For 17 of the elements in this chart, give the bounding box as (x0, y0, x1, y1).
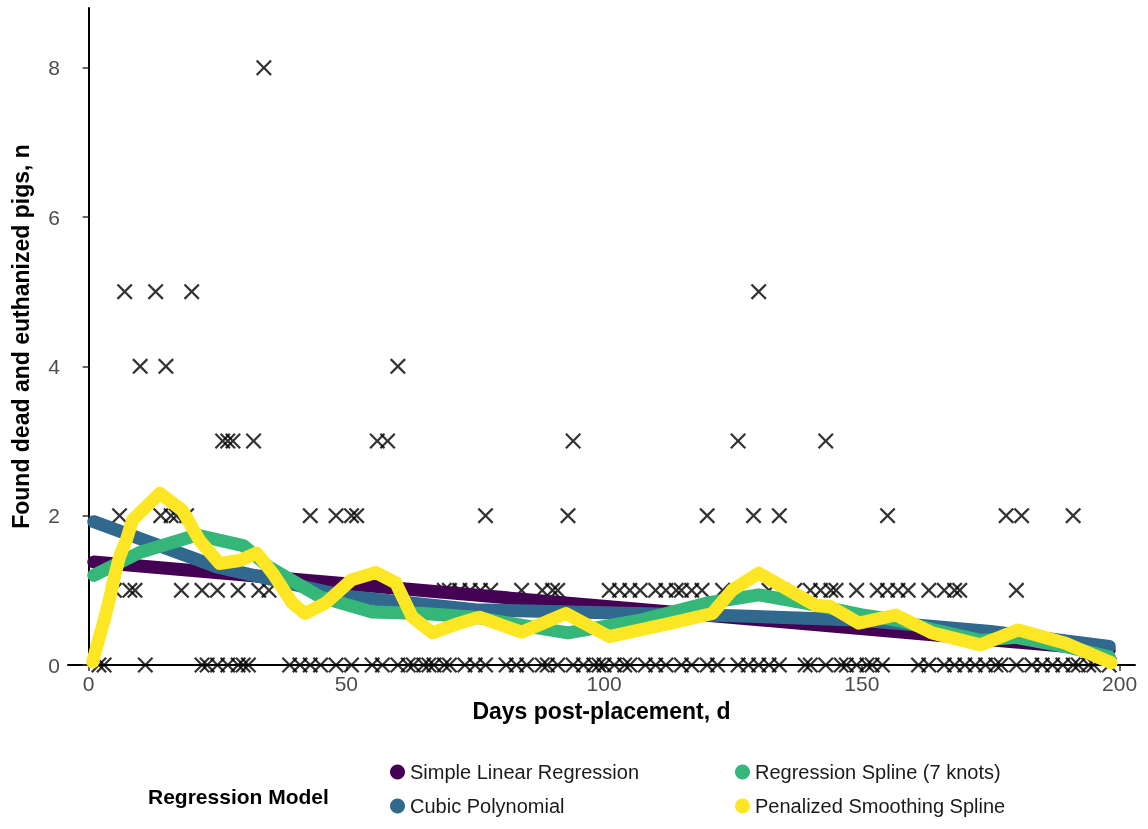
x-axis-title: Days post-placement, d (472, 697, 731, 724)
x-tick-label: 100 (586, 672, 622, 695)
legend-label: Regression Spline (7 knots) (755, 761, 1001, 783)
y-tick-label: 2 (48, 504, 60, 528)
y-tick-label: 4 (48, 354, 61, 378)
x-tick-label: 200 (1102, 672, 1138, 695)
y-tick-label: 6 (48, 205, 60, 229)
y-axis-title: Found dead and euthanized pigs, n (7, 144, 34, 529)
y-tick-label: 8 (48, 56, 60, 80)
legend-label: Penalized Smoothing Spline (755, 795, 1006, 817)
legend-title: Regression Model (148, 785, 329, 808)
legend-label: Simple Linear Regression (410, 761, 640, 783)
legend-label: Cubic Polynomial (410, 795, 565, 817)
x-tick-label: 50 (334, 672, 359, 695)
y-tick-label: 0 (48, 653, 60, 677)
x-tick-label: 150 (844, 672, 880, 695)
x-tick-label: 0 (82, 672, 95, 695)
